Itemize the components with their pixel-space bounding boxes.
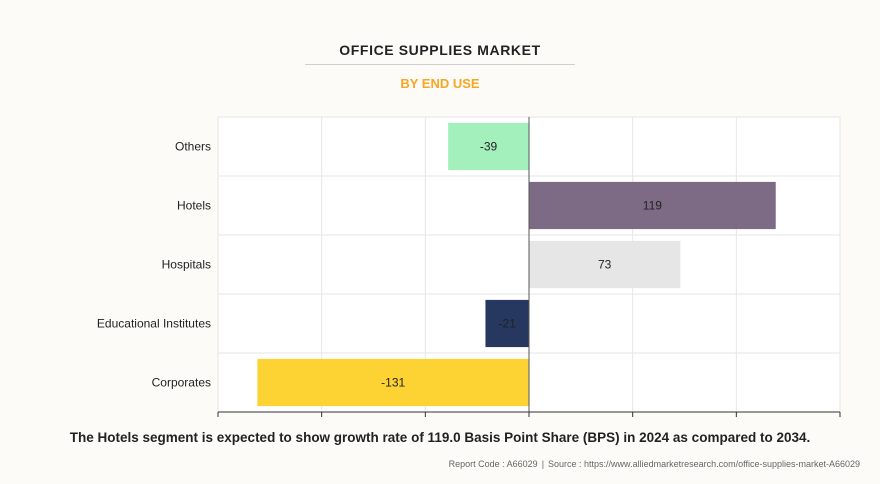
data-label: 119 [643, 199, 662, 213]
category-label: Others [175, 140, 211, 154]
chart-caption: The Hotels segment is expected to show g… [69, 430, 811, 445]
chart-title: OFFICE SUPPLIES MARKET [339, 42, 541, 58]
data-label: -131 [381, 376, 405, 390]
bar-others [448, 122, 529, 171]
category-label: Hospitals [162, 258, 211, 272]
footer-separator: | [541, 459, 545, 469]
title-divider [305, 64, 575, 65]
category-label: Educational Institutes [97, 317, 211, 331]
bar-hospitals [529, 240, 681, 289]
report-code: Report Code : A66029 [448, 459, 538, 469]
category-label: Hotels [177, 199, 211, 213]
bar-educational-institutes [485, 299, 529, 348]
data-label: -39 [480, 140, 498, 154]
footer: Report Code : A66029 | Source : https://ww… [449, 459, 860, 469]
data-label: 73 [598, 258, 612, 272]
source-link[interactable]: Source : https://www.alliedmarketresearc… [548, 459, 860, 469]
bar-corporates [257, 358, 529, 407]
data-label: -21 [499, 317, 517, 331]
category-label: Corporates [152, 376, 211, 390]
chart-subtitle: BY END USE [400, 76, 480, 91]
bar-hotels [529, 181, 776, 230]
